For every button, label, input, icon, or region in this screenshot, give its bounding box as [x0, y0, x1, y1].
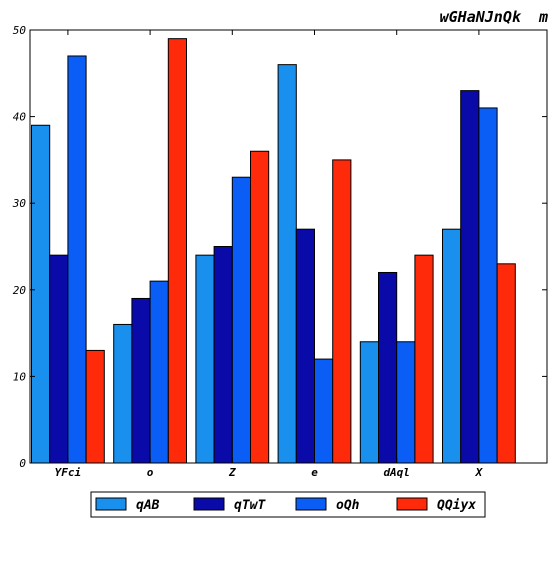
- bar-qTwT-o: [131, 297, 151, 464]
- bar-QQiyx-o: [167, 38, 188, 464]
- y-axis-ticks: 0 10 20 30 40 50: [12, 24, 547, 470]
- bar-oQh-dAql: [396, 341, 416, 464]
- legend: qAB qTwT oQh QQiyx: [90, 491, 486, 518]
- bar-oQh-Z: [231, 176, 252, 464]
- legend-label-qTwT: qTwT: [234, 498, 266, 513]
- x-category-label: o: [147, 466, 154, 479]
- bar-qTwT-YFci: [49, 254, 69, 464]
- bar-qTwT-Z: [213, 246, 233, 464]
- bar-QQiyx-Z: [250, 150, 270, 464]
- y-tick-label: 40: [13, 111, 27, 124]
- bar-qTwT-dAql: [378, 271, 398, 464]
- bar-oQh-YFci: [67, 55, 87, 464]
- x-category-label: e: [311, 466, 318, 479]
- legend-label-qAB: qAB: [136, 498, 160, 513]
- bar-qAB-Z: [195, 254, 215, 464]
- legend-swatch-qTwT: [193, 497, 225, 511]
- chart-title: wGHaNJnQk m: [440, 8, 548, 26]
- bar-qTwT-X: [460, 90, 480, 464]
- bars-layer: [31, 38, 516, 464]
- bar-qTwT-e: [295, 228, 315, 464]
- y-tick-label: 0: [19, 457, 26, 470]
- bar-qAB-e: [277, 64, 297, 464]
- y-tick-label: 50: [13, 24, 27, 37]
- legend-label-oQh: oQh: [336, 498, 360, 513]
- y-tick-label: 10: [13, 370, 27, 383]
- legend-swatch-oQh: [295, 497, 327, 511]
- bar-QQiyx-dAql: [414, 254, 434, 464]
- bar-QQiyx-YFci: [85, 349, 105, 464]
- bar-qAB-o: [113, 323, 133, 464]
- x-category-label: Z: [228, 466, 236, 479]
- x-category-label: dAql: [383, 466, 410, 479]
- bar-qAB-X: [442, 228, 462, 464]
- legend-label-QQiyx: QQiyx: [437, 498, 476, 513]
- bar-qAB-YFci: [31, 124, 51, 464]
- bar-QQiyx-e: [332, 159, 352, 464]
- bar-oQh-X: [478, 107, 498, 464]
- legend-swatch-qAB: [95, 497, 127, 511]
- bar-QQiyx-X: [496, 263, 516, 464]
- bar-qAB-dAql: [359, 341, 379, 464]
- y-tick-label: 20: [13, 284, 27, 297]
- x-category-label: YFci: [55, 466, 82, 479]
- bar-oQh-e: [314, 358, 334, 464]
- x-category-label: X: [475, 466, 484, 479]
- bar-oQh-o: [149, 280, 169, 464]
- y-tick-label: 30: [12, 197, 27, 210]
- legend-swatch-QQiyx: [396, 497, 428, 511]
